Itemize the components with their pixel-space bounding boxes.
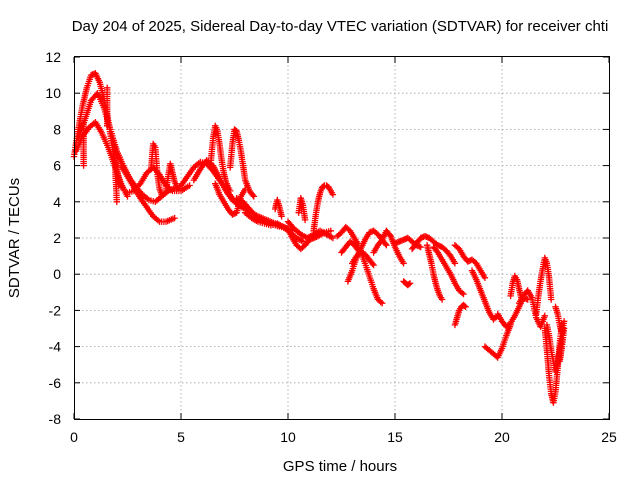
series-drop-195 <box>111 144 120 205</box>
series-marks <box>515 287 548 330</box>
series-marks <box>284 218 337 242</box>
y-tick-label: -6 <box>49 375 62 391</box>
y-tick-label: 6 <box>53 158 61 174</box>
series-hump-65 <box>207 122 234 195</box>
series-tail-22 <box>552 303 568 338</box>
series-marks <box>451 242 489 281</box>
x-tick-label: 15 <box>387 429 403 445</box>
y-tick-label: 8 <box>53 121 61 137</box>
y-tick-label: 2 <box>53 230 61 246</box>
series-marks <box>400 278 414 289</box>
series-seg-14 <box>370 227 407 267</box>
series-hump-75 <box>227 126 257 200</box>
x-tick-label: 20 <box>494 429 510 445</box>
y-tick-label: 12 <box>45 49 61 65</box>
series-marks <box>533 254 555 318</box>
series-seg-12a <box>334 223 362 249</box>
series-fall-187 <box>468 267 501 323</box>
series-marks <box>334 223 362 249</box>
series-marks <box>507 272 525 301</box>
grid <box>73 56 610 420</box>
y-tick-label: 10 <box>45 85 61 101</box>
series-drop-165 <box>423 242 446 303</box>
series-marks <box>556 325 568 365</box>
series-spike-155 <box>104 84 111 129</box>
series-seg-16 <box>408 233 459 267</box>
series-seg-21 <box>515 287 548 330</box>
series-peak-22 <box>533 254 555 318</box>
x-tick-label: 10 <box>280 429 296 445</box>
data-marks <box>70 70 568 406</box>
y-tick-labels: -8 -6 -4 -2 0 2 4 6 8 10 12 <box>45 49 61 427</box>
series-spike-045 <box>80 120 87 169</box>
series-marks <box>357 247 386 307</box>
series-blip-45 <box>162 160 180 195</box>
series-marks <box>408 233 459 267</box>
y-tick-label: -8 <box>49 411 62 427</box>
series-marks <box>104 84 111 129</box>
series-marks <box>227 126 257 200</box>
series-marks <box>162 160 180 195</box>
series-marks <box>272 196 285 220</box>
x-tick-labels: 0 5 10 15 20 25 <box>70 429 617 445</box>
series-rise-11 <box>310 182 337 234</box>
series-marks <box>295 195 309 224</box>
series-marks <box>111 144 120 205</box>
series-spike-105 <box>295 195 309 224</box>
series-marks <box>423 242 446 303</box>
series-fall-18 <box>451 301 469 329</box>
series-marks <box>468 267 501 323</box>
series-marks <box>481 321 514 361</box>
y-tick-label: 0 <box>53 266 61 282</box>
series-marks <box>552 303 568 338</box>
series-spike-205 <box>507 272 525 301</box>
series-marks <box>451 301 469 329</box>
series-stub-158 <box>400 278 414 289</box>
y-tick-label: -4 <box>49 339 62 355</box>
series-drop-134 <box>357 247 386 307</box>
series-blip-95 <box>272 196 285 220</box>
y-tick-label: -2 <box>49 302 62 318</box>
series-cluster-19a <box>481 321 514 361</box>
x-axis-label: GPS time / hours <box>283 458 397 475</box>
series-blip-37 <box>147 140 165 198</box>
series-marks <box>147 140 165 198</box>
series-marks <box>430 243 467 298</box>
series-marks <box>370 227 407 267</box>
y-tick-label: 4 <box>53 194 61 210</box>
chart-title: Day 204 of 2025, Sidereal Day-to-day VTE… <box>72 18 609 35</box>
series-marks <box>207 122 234 195</box>
x-tick-label: 5 <box>177 429 185 445</box>
series-band-11 <box>284 218 337 242</box>
series-tail-229 <box>556 325 568 365</box>
series-marks <box>80 120 87 169</box>
plot-frame <box>74 56 610 420</box>
series-marks <box>310 182 337 234</box>
x-tick-label: 25 <box>601 429 617 445</box>
series-seg-18 <box>451 242 489 281</box>
y-axis-label: SDTVAR / TECUs <box>6 178 23 298</box>
series-drop-17 <box>430 243 467 298</box>
x-tick-label: 0 <box>70 429 78 445</box>
